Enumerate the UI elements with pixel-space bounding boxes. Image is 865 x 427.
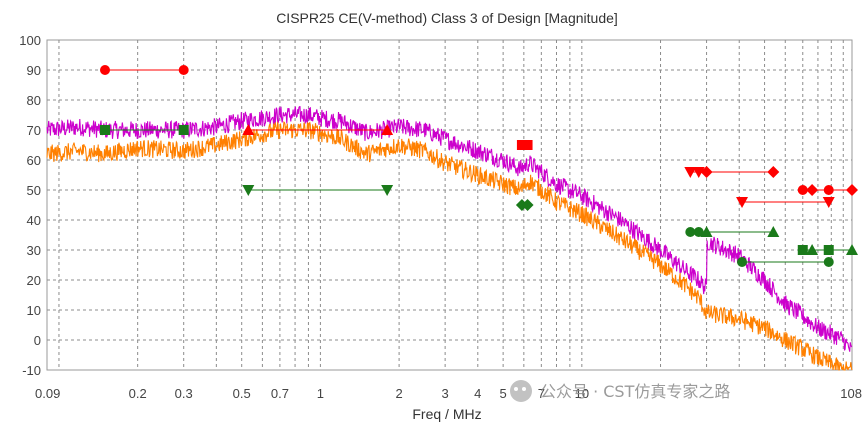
y-tick-label: 0 [34,333,41,348]
limit-marker-circle [823,185,834,195]
limit-line [737,257,834,267]
limit-line [684,167,705,178]
limit-marker-diamond [521,199,534,211]
limit-line [736,197,835,208]
limit-line [797,245,834,255]
wechat-icon [510,380,532,402]
y-tick-label: 100 [19,33,41,48]
limit-marker-triangle-up [700,226,713,237]
x-axis-label: Freq / MHz [412,406,481,422]
limit-marker-triangle-down [684,167,697,178]
limit-marker-circle [685,227,696,237]
x-tick-label: 4 [474,386,481,401]
limit-marker-diamond [700,166,713,178]
limit-marker-diamond [767,166,780,178]
chart-title: CISPR25 CE(V-method) Class 3 of Design [… [276,10,618,26]
limit-line [700,226,780,237]
x-tick-label: 108 [840,386,862,401]
y-tick-label: 60 [27,153,41,168]
x-tick-label: 1 [317,386,324,401]
limit-line [515,199,534,211]
limit-marker-circle [693,227,704,237]
y-tick-label: 20 [27,273,41,288]
y-tick-label: 80 [27,93,41,108]
limit-marker-square [797,245,808,255]
limit-line [99,125,189,135]
y-tick-label: 70 [27,123,41,138]
limit-marker-circle [99,65,110,75]
limit-line [242,124,394,135]
x-tick-label: 10 [575,386,589,401]
y-axis-ticks: -10 0 10 20 30 40 50 60 70 80 90 100 [19,33,41,378]
limit-marker-diamond [846,184,858,196]
y-tick-label: 50 [27,183,41,198]
limit-marker-circle [737,257,748,267]
grid-lines [47,40,852,370]
limit-line [797,185,834,195]
watermark-text: 公众号 · CST仿真专家之路 [540,382,730,401]
limit-marker-square [522,140,533,150]
y-tick-label: 90 [27,63,41,78]
limit-marker-square [516,140,527,150]
limit-line [700,166,780,178]
limit-marker-circle [178,65,189,75]
y-tick-label: -10 [22,363,41,378]
limit-marker-square [99,125,110,135]
limit-marker-triangle-down [242,185,255,196]
limit-marker-circle [823,257,834,267]
limit-marker-square [178,125,189,135]
x-tick-label: 0.3 [175,386,193,401]
limit-marker-square [823,245,834,255]
limit-marker-triangle-up [767,226,780,237]
limit-marker-triangle-up [381,124,394,135]
x-tick-label: 5 [500,386,507,401]
x-tick-label: 3 [442,386,449,401]
x-tick-label: 0.2 [129,386,147,401]
x-axis-ticks: 0.09 0.2 0.3 0.5 0.7 1 2 3 4 5 7 10 108 [35,386,862,401]
limit-marker-triangle-up [846,244,858,255]
limit-line [516,140,533,150]
x-tick-label: 0.5 [233,386,251,401]
x-tick-label: 0.7 [271,386,289,401]
watermark: 公众号 · CST仿真专家之路 [510,380,730,402]
series-2-line [46,121,853,371]
limit-marker-triangle-down [822,197,835,208]
limit-line [685,227,704,237]
x-tick-label: 7 [538,386,545,401]
limit-line [242,185,394,196]
limit-marker-triangle-down [692,167,705,178]
limit-lines-group [99,65,858,267]
x-tick-label: 0.09 [35,386,60,401]
limit-marker-triangle-up [242,124,255,135]
limit-line [99,65,189,75]
limit-marker-triangle-down [736,197,749,208]
x-tick-label: 2 [395,386,402,401]
limit-marker-circle [797,185,808,195]
y-tick-label: 40 [27,213,41,228]
y-tick-label: 10 [27,303,41,318]
limit-marker-triangle-down [381,185,394,196]
y-tick-label: 30 [27,243,41,258]
